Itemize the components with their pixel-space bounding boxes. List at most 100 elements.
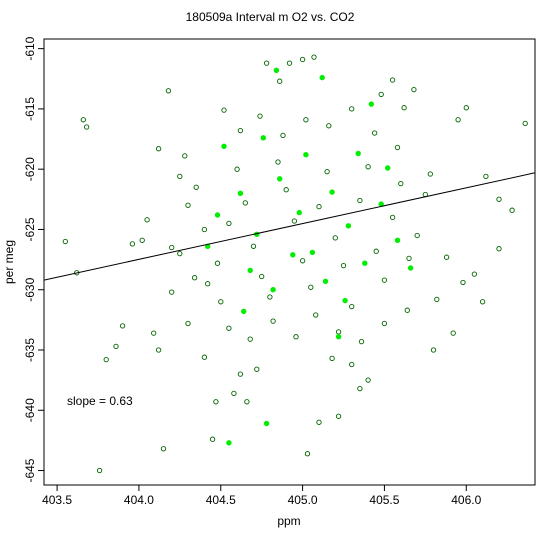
data-point [185,202,191,208]
data-point [237,371,244,377]
data-point [365,377,371,383]
data-point [316,203,322,210]
data-point [460,279,466,286]
data-point [155,347,162,353]
y-tick-label: -635 [23,338,37,362]
data-point [434,296,440,303]
data-point [313,312,319,318]
data-point [357,385,363,392]
data-point [407,265,414,271]
data-point [389,77,396,83]
data-point [401,105,407,111]
slope-annotation: slope = 0.63 [67,394,133,408]
data-point [139,237,145,243]
data-point [273,67,280,73]
data-point [254,366,260,372]
data-point [394,237,401,243]
data-point [349,106,355,112]
data-point [355,150,361,157]
data-point [260,135,266,141]
x-tick-label: 405.0 [288,493,318,507]
chart-title: 180509a Interval m O2 vs. CO2 [186,10,355,24]
data-point [244,399,250,405]
data-point [259,273,265,280]
y-tick-label: -630 [23,277,37,301]
data-point [455,117,461,123]
data-point [80,117,86,123]
data-point [263,420,270,427]
y-axis: -610 -615 -620 -625 -630 -635 -640 -645 [23,36,44,483]
data-point [277,78,283,84]
data-point [371,130,378,136]
data-point [394,144,401,151]
data-point [332,235,338,241]
data-point [214,260,221,266]
y-tick-label: -620 [23,157,37,181]
plot-frame [43,38,536,486]
data-point [185,320,191,327]
data-point [303,117,309,123]
data-point [324,168,330,175]
data-point [234,166,240,172]
data-point [247,267,253,274]
data-point [319,74,325,81]
data-point [247,336,253,342]
data-point [286,60,293,66]
data-point [335,329,342,335]
data-point [316,419,322,425]
data-point [242,200,248,206]
y-tick-label: -615 [23,97,37,121]
data-point [299,56,306,63]
x-tick-label: 406.0 [451,493,481,507]
data-point [385,165,391,171]
data-point [221,143,227,149]
data-point [365,164,371,170]
data-point [290,252,296,258]
data-point [427,171,433,177]
data-point [218,299,224,305]
data-point [357,197,363,204]
data-point [213,399,219,405]
data-point [275,159,281,165]
data-point [291,218,298,224]
data-points [62,54,528,474]
data-point [389,214,396,221]
data-point [270,287,276,293]
data-point [155,146,162,152]
data-point [160,446,167,452]
data-point [240,308,247,315]
data-point [522,120,528,127]
data-point [214,212,221,218]
data-point [226,220,232,227]
data-point [414,232,420,239]
y-tick-label: -645 [23,458,37,482]
data-point [103,356,109,363]
data-point [342,297,348,304]
data-point [169,244,175,251]
data-point [326,123,332,129]
data-point [191,275,198,281]
data-point [404,307,410,313]
data-point [496,246,502,252]
data-point [263,60,270,66]
data-point [221,107,227,113]
data-point [177,250,183,257]
data-point [151,330,157,336]
data-point [205,281,211,287]
x-axis: 403.5 404.0 404.5 405.0 405.5 406.0 [42,485,482,507]
data-point [119,323,126,329]
data-point [270,318,276,324]
data-point [201,354,208,360]
data-point [308,284,314,290]
data-point [277,176,283,182]
data-point [322,278,329,284]
data-point [304,451,311,457]
data-point [483,173,489,180]
data-point [335,334,342,340]
data-point [406,255,412,262]
x-tick-label: 404.0 [124,493,154,507]
data-point [144,217,150,223]
data-point [398,180,404,187]
x-tick-label: 404.5 [206,493,236,507]
y-tick-label: -640 [23,398,37,422]
